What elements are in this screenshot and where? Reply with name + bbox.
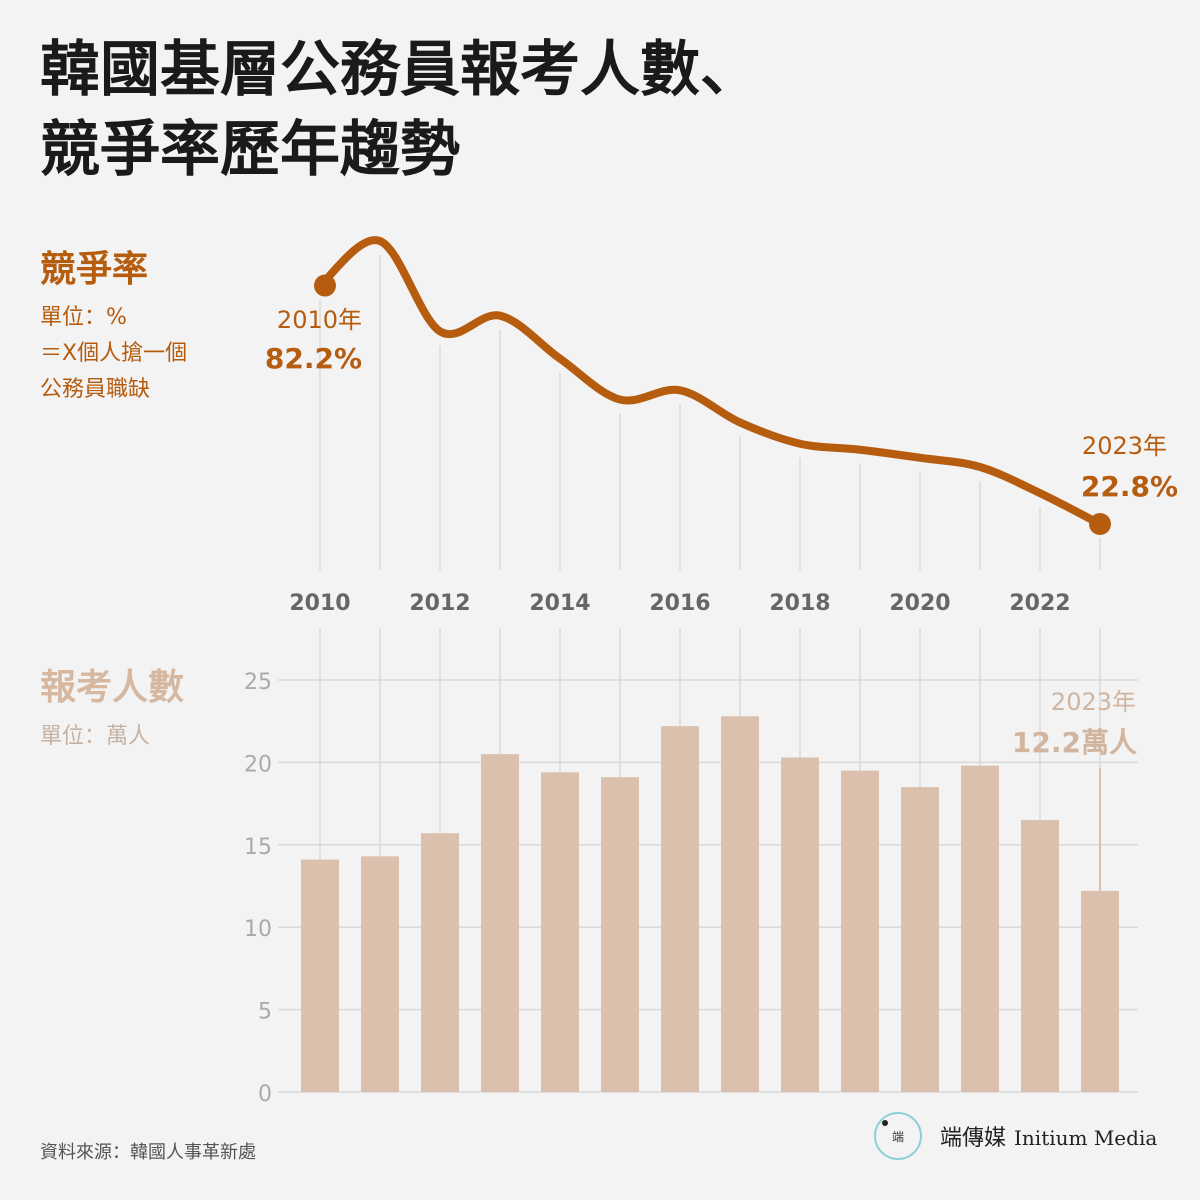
bar [301,859,339,1092]
bar [601,777,639,1092]
x-tick-label: 2010 [289,591,350,616]
rate-section-unit: 單位：% ＝X個人搶一個 公務員職缺 [40,300,187,408]
page-title-line-2: 競爭率歷年趨勢 [40,115,460,185]
rate-unit-line: 公務員職缺 [40,377,151,402]
y-tick-label: 10 [244,917,272,942]
bar [421,833,459,1092]
logo-mark-icon: 端 [874,1112,922,1160]
rate-start-point [314,274,336,297]
logo-name-en: Initium Media [1014,1126,1158,1150]
x-tick-label: 2020 [889,591,950,616]
y-tick-label: 15 [244,835,272,860]
x-tick-label: 2012 [409,591,470,616]
page-title-line-1: 韓國基層公務員報考人數、 [40,35,760,105]
bar [481,754,519,1092]
rate-end-point [1089,513,1111,535]
rate-end-year-label: 2023年 [1082,432,1167,460]
logo-name-zh: 端傳媒 [940,1126,1007,1151]
bar [781,757,819,1092]
rate-unit-line: 單位：% [40,305,127,330]
rate-unit-line: ＝X個人搶一個 [40,341,188,366]
source-note: 資料來源：韓國人事革新處 [40,1142,256,1163]
page-title: 韓國基層公務員報考人數、 競爭率歷年趨勢 [40,30,760,190]
x-tick-label: 2018 [769,591,830,616]
rate-end-value-label: 22.8% [1081,470,1178,503]
rate-section-title: 競爭率 [40,249,149,290]
y-tick-label: 20 [244,752,272,777]
bar-end-value-label: 12.2萬人 [1012,726,1137,759]
count-section-unit: 單位：萬人 [40,724,151,749]
rate-start-value-label: 82.2% [265,342,362,375]
rate-series-line [316,236,1104,528]
bar [721,716,759,1092]
rate-start-year-label: 2010年 [277,306,362,334]
bar [541,772,579,1092]
y-tick-label: 25 [244,670,272,695]
x-tick-label: 2022 [1009,591,1070,616]
x-tick-label: 2014 [529,591,590,616]
bar [661,726,699,1092]
bar [361,856,399,1092]
logo-name: 端傳媒 Initium Media [940,1120,1157,1152]
y-tick-label: 0 [258,1082,272,1107]
brand-logo: 端 端傳媒 Initium Media [874,1112,1157,1160]
bar [901,787,939,1092]
bar-end-year-label: 2023年 [1051,688,1136,716]
logo-dot-icon [882,1120,888,1126]
count-section-title: 報考人數 [40,667,185,708]
bar [841,770,879,1092]
bar [1081,890,1119,1092]
y-tick-label: 5 [258,1000,272,1025]
bar [1021,820,1059,1092]
bar [961,765,999,1092]
logo-mark-text: 端 [891,1129,904,1144]
x-tick-label: 2016 [649,591,710,616]
